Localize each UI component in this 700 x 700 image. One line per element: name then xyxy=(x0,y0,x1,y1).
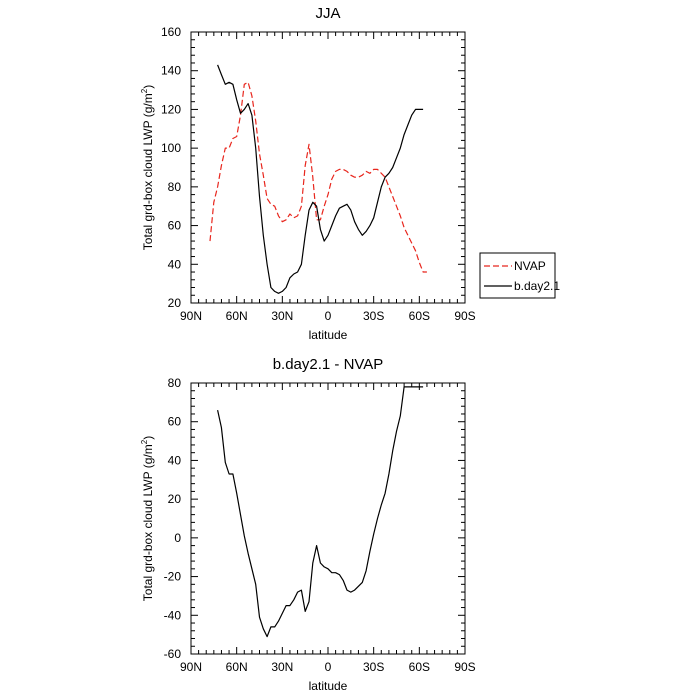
series-line-b-day2-1 xyxy=(217,64,424,294)
y-tick-label: 40 xyxy=(168,257,182,271)
x-tick-label: 30N xyxy=(271,309,293,323)
y-tick-label: 20 xyxy=(168,296,182,310)
x-tick-label: 90N xyxy=(180,660,202,674)
plot-frame xyxy=(190,382,466,655)
x-tick-label: 90S xyxy=(454,309,475,323)
chart-title: JJA xyxy=(315,5,340,22)
x-axis-label: latitude xyxy=(309,328,348,342)
plot-frame xyxy=(190,31,466,304)
x-tick-label: 90S xyxy=(454,660,475,674)
y-tick-label: 60 xyxy=(168,415,182,429)
y-tick-label: 20 xyxy=(168,492,182,506)
chart-panel-1: JJA 90N 60N 30N 0 30S 60S 90S 20 40 60 80 100 120 140 1… xyxy=(140,5,560,342)
x-tick-label: 30S xyxy=(363,309,384,323)
y-tick-label: 140 xyxy=(161,64,181,78)
y-tick-label: 80 xyxy=(168,180,182,194)
y-tick-label: 60 xyxy=(168,219,182,233)
y-tick-label: 80 xyxy=(168,376,182,390)
y-tick-label: 0 xyxy=(174,531,181,545)
chart-title: b.day2.1 - NVAP xyxy=(273,356,384,373)
legend-label: NVAP xyxy=(514,259,546,273)
series-line-difference xyxy=(217,386,424,638)
x-tick-label: 0 xyxy=(325,660,332,674)
x-axis-label: latitude xyxy=(309,679,348,693)
legend-label: b.day2.1 xyxy=(514,279,560,293)
x-tick-label: 90N xyxy=(180,309,202,323)
x-tick-label: 60N xyxy=(226,309,248,323)
x-tick-label: 30N xyxy=(271,660,293,674)
legend-box xyxy=(479,252,556,299)
y-tick-label: 120 xyxy=(161,102,181,116)
x-tick-label: 60S xyxy=(409,660,430,674)
x-tick-label: 0 xyxy=(325,309,332,323)
y-tick-label: 160 xyxy=(161,25,181,39)
y-axis-label: Total grd-box cloud LWP (g/m2) xyxy=(140,85,155,250)
chart-panel-2: b.day2.1 - NVAP 90N 60N 30N 0 30S 60S 90S -60 -40… xyxy=(140,356,476,693)
x-tick-label: 30S xyxy=(363,660,384,674)
legend: NVAP b.day2.1 xyxy=(479,252,560,299)
x-tick-label: 60N xyxy=(226,660,248,674)
y-tick-label: 40 xyxy=(168,453,182,467)
y-tick-label: -40 xyxy=(164,608,182,622)
y-tick-label: -60 xyxy=(164,647,182,661)
y-tick-label: -20 xyxy=(164,570,182,584)
y-tick-label: 100 xyxy=(161,141,181,155)
y-axis-label: Total grd-box cloud LWP (g/m2) xyxy=(140,436,155,601)
x-tick-label: 60S xyxy=(409,309,430,323)
